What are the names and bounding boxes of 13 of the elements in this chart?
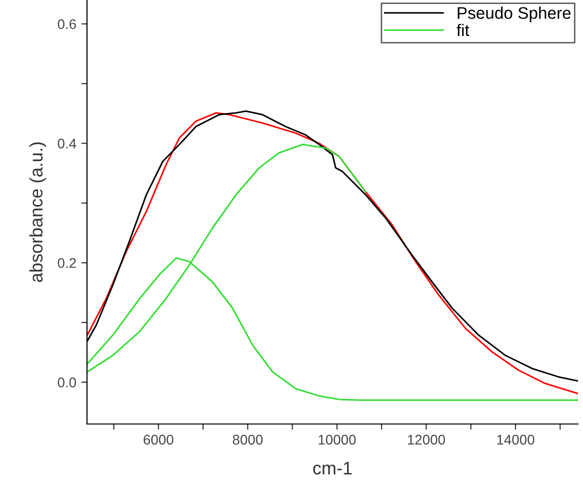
y-tick-label: 0.2 [58, 258, 76, 268]
x-tick-label: 8000 [232, 434, 263, 445]
x-tick-label: 6000 [144, 434, 174, 445]
x-tick-label: 12000 [408, 434, 446, 445]
y-axis-title: absorbance (a.u.) [29, 142, 46, 282]
legend-label: Pseudo Sphere [458, 6, 571, 22]
y-tick-label: 0.4 [58, 138, 76, 148]
y-tick-label: 0.6 [58, 19, 76, 30]
x-tick-label: 10000 [318, 434, 356, 445]
legend-label: fit [456, 24, 470, 36]
x-tick-label: 14000 [497, 434, 534, 445]
y-tick-label: 0.0 [58, 378, 76, 388]
x-axis-title: cm-1 [313, 462, 352, 475]
